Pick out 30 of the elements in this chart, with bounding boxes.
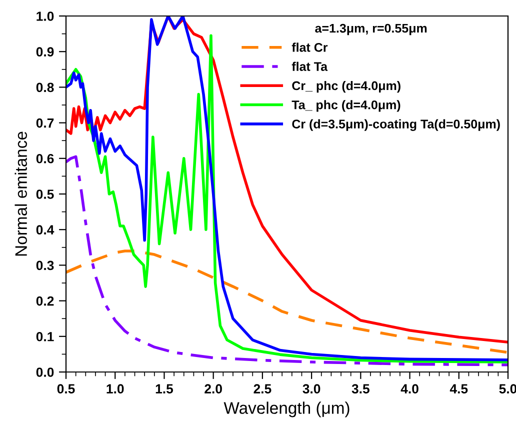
- y-tick-label: 0.3: [36, 260, 54, 270]
- y-tick-label: 0.0: [36, 368, 54, 377]
- x-tick-label: 2.5: [254, 384, 272, 394]
- legend-label: Cr (d=3.5μm)-coating Ta(d=0.50μm): [292, 119, 500, 131]
- y-axis-title: Normal emitance: [14, 132, 28, 256]
- line-series: [66, 250, 508, 354]
- x-axis-title: Wavelength (μm): [224, 402, 350, 418]
- x-tick-label: 1.0: [106, 384, 124, 394]
- x-tick-label: 4.0: [400, 384, 418, 394]
- line-series: [66, 155, 508, 366]
- y-tick-label: 0.4: [36, 225, 54, 235]
- legend-title: a=1.3μm, r=0.55μm: [315, 24, 427, 36]
- y-tick-label: 0.9: [36, 47, 54, 57]
- legend-label: flat Ta: [292, 62, 328, 71]
- y-tick-label: 0.6: [36, 154, 54, 164]
- x-tick-label: 0.5: [57, 384, 75, 394]
- legend-label: Cr_ phc (d=4.0μm): [292, 80, 400, 93]
- y-tick-label: 1.0: [36, 12, 54, 21]
- x-tick-label: 3.5: [352, 384, 370, 394]
- y-tick-label: 0.7: [36, 118, 54, 128]
- y-tick-label: 0.1: [36, 332, 54, 342]
- legend-label: flat Cr: [292, 42, 328, 52]
- x-tick-label: 2.0: [204, 384, 222, 394]
- x-tick-label: 4.5: [450, 384, 468, 394]
- x-tick-label: 3.0: [302, 384, 320, 394]
- y-tick-label: 0.5: [36, 190, 54, 199]
- y-tick-label: 0.8: [36, 82, 54, 92]
- legend-label: Ta_ phc (d=4.0μm): [292, 100, 400, 112]
- x-tick-label: 1.5: [156, 384, 174, 394]
- y-tick-label: 0.2: [36, 296, 54, 306]
